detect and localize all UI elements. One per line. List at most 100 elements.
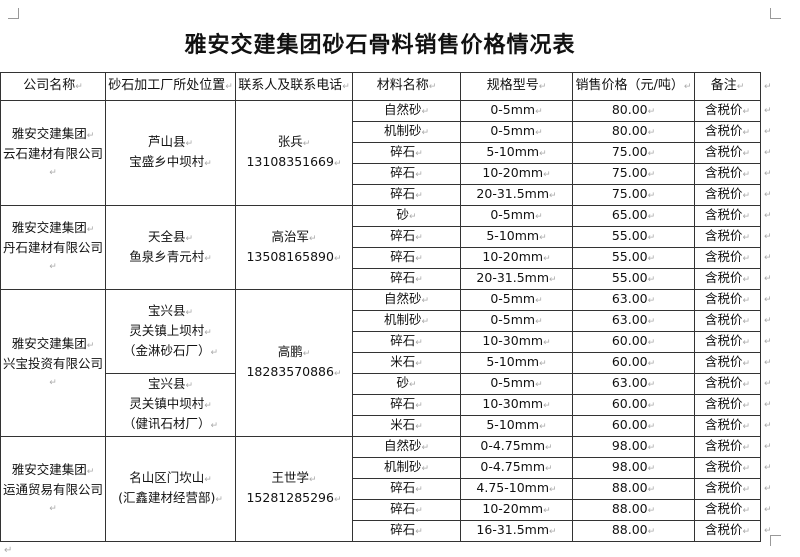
remark-cell: 含税价 xyxy=(694,394,761,416)
contact-cell: 高鹏18283570886 xyxy=(235,289,353,437)
location-cell-line: 芦山县 xyxy=(107,133,235,153)
row-end-mark: ↵ xyxy=(764,148,772,158)
table-header-row: 公司名称砂石加工厂所处位置联系人及联系电话材料名称规格型号销售价格（元/吨）备注 xyxy=(0,72,761,101)
remark-cell: 含税价 xyxy=(694,352,761,374)
location-cell: 宝兴县灵关镇上坝村（金淋砂石厂） xyxy=(105,289,236,374)
row-end-mark: ↵ xyxy=(764,505,772,515)
row-end-mark: ↵ xyxy=(764,211,772,221)
location-cell-line: 灵关镇上坝村 xyxy=(107,322,235,342)
row-end-mark: ↵ xyxy=(764,274,772,284)
row-end-mark: ↵ xyxy=(764,169,772,179)
material-name-cell: 砂 xyxy=(352,373,461,395)
row-end-mark: ↵ xyxy=(764,379,772,389)
table-row: 雅安交建集团运通贸易有限公司名山区门坎山(汇鑫建材经营部)王世学15281285… xyxy=(0,436,761,542)
row-end-mark: ↵ xyxy=(764,232,772,242)
row-end-mark: ↵ xyxy=(764,295,772,305)
page-corner-mark xyxy=(8,8,19,19)
company-name-cell-line: 雅安交建集团 xyxy=(2,461,105,481)
price-cell: 98.00 xyxy=(572,436,695,458)
company-name-cell: 雅安交建集团云石建材有限公司 xyxy=(0,100,106,206)
table-row: 碎石10-20mm75.00含税价 xyxy=(1,163,761,185)
location-cell-line: (汇鑫建材经营部) xyxy=(107,489,235,509)
table-row: 碎石10-20mm88.00含税价 xyxy=(1,499,761,521)
location-cell-line: 宝兴县 xyxy=(107,375,235,395)
price-cell: 63.00 xyxy=(572,373,695,395)
company-name-cell-line: 雅安交建集团 xyxy=(2,125,105,145)
row-end-mark: ↵ xyxy=(764,400,772,410)
contact-cell: 王世学15281285296 xyxy=(235,436,353,542)
spec-cell: 10-30mm xyxy=(460,394,573,416)
material-name-cell: 米石 xyxy=(352,352,461,374)
company-name-cell-line: 雅安交建集团 xyxy=(2,219,105,239)
spec-cell: 5-10mm xyxy=(460,352,573,374)
price-cell: 63.00 xyxy=(572,289,695,311)
spec-cell: 20-31.5mm xyxy=(460,184,573,206)
contact-cell-line: 15281285296 xyxy=(237,489,352,509)
material-name-cell: 米石 xyxy=(352,415,461,437)
price-cell: 75.00 xyxy=(572,142,695,164)
price-cell: 88.00 xyxy=(572,520,695,542)
company-name-cell-line: 运通贸易有限公司 xyxy=(2,481,105,518)
price-cell: 60.00 xyxy=(572,394,695,416)
table-row: 雅安交建集团丹石建材有限公司天全县鱼泉乡青元村高治军13508165890砂0-… xyxy=(0,205,761,290)
row-end-mark: ↵ xyxy=(764,526,772,536)
location-cell-line: 鱼泉乡青元村 xyxy=(107,248,235,268)
material-name-cell: 自然砂 xyxy=(352,289,461,311)
price-cell: 55.00 xyxy=(572,226,695,248)
remark-cell: 含税价 xyxy=(694,415,761,437)
remark-cell: 含税价 xyxy=(694,268,761,290)
price-cell: 75.00 xyxy=(572,184,695,206)
material-name-cell: 碎石 xyxy=(352,331,461,353)
remark-cell: 含税价 xyxy=(694,310,761,332)
spec-cell: 10-20mm xyxy=(460,499,573,521)
price-cell: 80.00 xyxy=(572,121,695,143)
row-end-mark: ↵ xyxy=(764,253,772,263)
material-name-cell: 砂 xyxy=(352,205,461,227)
spec-cell: 10-20mm xyxy=(460,163,573,185)
remark-cell: 含税价 xyxy=(694,247,761,269)
row-end-mark: ↵ xyxy=(764,358,772,368)
spec-cell: 20-31.5mm xyxy=(460,268,573,290)
column-header: 公司名称 xyxy=(0,72,106,101)
price-cell: 55.00 xyxy=(572,247,695,269)
remark-cell: 含税价 xyxy=(694,499,761,521)
location-cell: 天全县鱼泉乡青元村 xyxy=(105,205,236,290)
contact-cell: 高治军13508165890 xyxy=(235,205,353,290)
spec-cell: 0-5mm xyxy=(460,100,573,122)
material-name-cell: 碎石 xyxy=(352,247,461,269)
table-row: 碎石20-31.5mm55.00含税价 xyxy=(1,268,761,290)
location-cell-line: 名山区门坎山 xyxy=(107,469,235,489)
material-name-cell: 碎石 xyxy=(352,268,461,290)
table-row: 碎石10-30mm60.00含税价 xyxy=(1,331,761,353)
row-end-mark: ↵ xyxy=(764,421,772,431)
row-end-mark: ↵ xyxy=(764,337,772,347)
remark-cell: 含税价 xyxy=(694,373,761,395)
location-cell: 名山区门坎山(汇鑫建材经营部) xyxy=(105,436,236,542)
material-name-cell: 碎石 xyxy=(352,499,461,521)
price-cell: 63.00 xyxy=(572,310,695,332)
spec-cell: 10-30mm xyxy=(460,331,573,353)
material-name-cell: 碎石 xyxy=(352,184,461,206)
contact-cell-line: 13108351669 xyxy=(237,153,352,173)
location-cell-line: 宝盛乡中坝村 xyxy=(107,153,235,173)
table-row: 米石5-10mm60.00含税价 xyxy=(1,352,761,374)
paragraph-mark: ↵ xyxy=(4,545,13,556)
page-corner-mark xyxy=(770,8,781,19)
company-name-cell: 雅安交建集团丹石建材有限公司 xyxy=(0,205,106,290)
remark-cell: 含税价 xyxy=(694,478,761,500)
location-cell: 芦山县宝盛乡中坝村 xyxy=(105,100,236,206)
table-row: 碎石5-10mm55.00含税价 xyxy=(1,226,761,248)
contact-cell-line: 高治军 xyxy=(237,228,352,248)
location-cell: 宝兴县灵关镇中坝村（健讯石材厂） xyxy=(105,373,236,437)
spec-cell: 0-4.75mm xyxy=(460,436,573,458)
table-row: 雅安交建集团云石建材有限公司芦山县宝盛乡中坝村张兵13108351669自然砂0… xyxy=(0,100,761,206)
contact-cell-line: 高鹏 xyxy=(237,343,352,363)
material-name-cell: 自然砂 xyxy=(352,436,461,458)
spec-cell: 0-5mm xyxy=(460,310,573,332)
price-cell: 98.00 xyxy=(572,457,695,479)
column-header: 砂石加工厂所处位置 xyxy=(105,72,236,101)
document-title: 雅安交建集团砂石骨料销售价格情况表 xyxy=(184,32,576,58)
row-end-mark: ↵ xyxy=(764,106,772,116)
material-name-cell: 碎石 xyxy=(352,163,461,185)
table-row: 碎石4.75-10mm88.00含税价 xyxy=(1,478,761,500)
